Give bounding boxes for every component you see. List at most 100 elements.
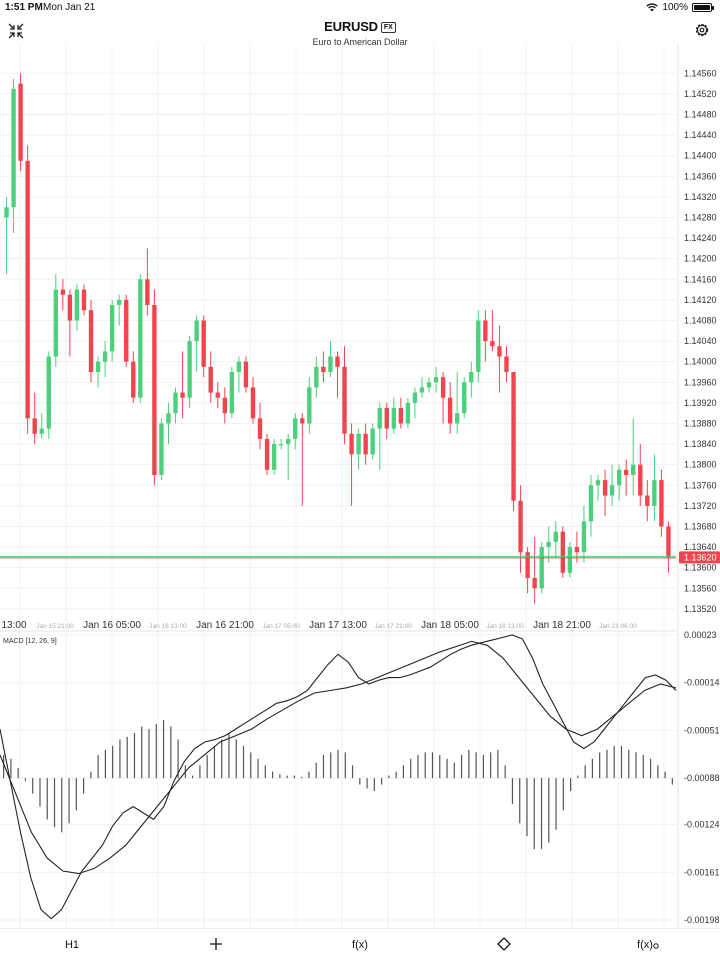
price-tick-label: 1.14200 xyxy=(684,254,717,264)
candle-body xyxy=(574,547,580,553)
candle-body xyxy=(307,387,312,424)
candle-body xyxy=(39,428,44,434)
candle-body xyxy=(490,341,495,347)
candle-body xyxy=(525,552,530,578)
time-label: 13:00 xyxy=(1,620,26,631)
current-price-line: 1.13620 xyxy=(0,551,720,564)
price-tick-label: 1.13960 xyxy=(684,377,717,387)
candlesticks xyxy=(4,73,671,604)
candle-body xyxy=(138,279,143,398)
status-bar: 1:51 PM Mon Jan 21 100% xyxy=(0,0,720,16)
title-block[interactable]: EURUSD FX Euro to American Dollar xyxy=(0,18,720,47)
candle-body xyxy=(145,279,150,306)
time-label: Jan 18 05:00 xyxy=(421,620,479,631)
candle-body xyxy=(419,387,425,393)
candle-body xyxy=(405,402,411,424)
settings-button[interactable] xyxy=(692,20,712,40)
candle-body xyxy=(53,289,58,357)
plus-icon xyxy=(210,937,222,950)
candle-body xyxy=(194,320,199,342)
candle-body xyxy=(102,351,108,362)
status-date: Mon Jan 21 xyxy=(43,2,96,13)
candle-body xyxy=(476,320,481,372)
candle-body xyxy=(483,320,488,342)
price-tick-label: 1.13600 xyxy=(684,563,717,573)
price-tick-label: 1.14400 xyxy=(684,151,717,161)
draw-button[interactable] xyxy=(454,936,554,954)
candle-body xyxy=(645,495,650,506)
macd-line xyxy=(0,634,677,920)
time-label: Jan 16 05:00 xyxy=(83,620,141,631)
time-label-minor: Jan 18 13:00 xyxy=(486,623,524,630)
price-tick-label: 1.13520 xyxy=(684,604,717,614)
current-price-tag xyxy=(679,551,720,564)
candle-body xyxy=(88,310,94,372)
candle-body xyxy=(602,480,608,496)
collapse-button[interactable] xyxy=(6,21,26,41)
candle-body xyxy=(553,531,558,542)
price-tick-label: 1.13800 xyxy=(684,460,717,470)
candle-body xyxy=(278,444,284,446)
chart-area[interactable]: 1.14560 1.14520 1.14480 1.14440 1.14400 1.143… xyxy=(0,44,720,928)
gear-icon xyxy=(695,23,709,37)
price-tick-label: 1.14080 xyxy=(684,315,717,325)
candle-body xyxy=(588,485,594,522)
candle-body xyxy=(666,526,671,558)
candle-body xyxy=(81,289,87,311)
price-tick-label: 1.14240 xyxy=(684,233,717,243)
collapse-icon xyxy=(8,23,24,39)
candle-body xyxy=(229,371,235,414)
price-tick-label: 1.14560 xyxy=(684,68,717,78)
macd-title: MACD [12, 26, 9] xyxy=(3,638,57,645)
price-tick-label: 1.14160 xyxy=(684,274,717,284)
price-tick-label: 1.14320 xyxy=(684,192,717,202)
candle-body xyxy=(264,438,270,470)
candle-body xyxy=(314,366,319,388)
price-grid xyxy=(0,44,676,928)
candle-body xyxy=(243,361,249,388)
candle-body xyxy=(95,361,101,372)
signal-line xyxy=(0,640,677,875)
candle-body xyxy=(208,366,213,393)
candle-body xyxy=(257,418,263,439)
candle-body xyxy=(497,346,502,357)
candle-body xyxy=(546,541,551,548)
candle-body xyxy=(581,521,587,553)
candle-body xyxy=(32,418,37,434)
price-tick-label: 1.14440 xyxy=(684,130,717,140)
add-button[interactable] xyxy=(166,937,266,954)
candle-body xyxy=(236,361,242,372)
candle-body xyxy=(391,408,396,429)
candle-body xyxy=(532,577,537,589)
time-label-minor: Jan 15 21:00 xyxy=(36,623,74,630)
price-tick-label: 1.13880 xyxy=(684,418,717,428)
candle-body xyxy=(46,356,51,429)
candle-body xyxy=(398,408,404,424)
candle-body xyxy=(271,444,277,470)
price-tick-label: 1.14120 xyxy=(684,295,717,305)
macd-tick-label: -0.00161 xyxy=(684,867,720,877)
candle-body xyxy=(328,356,333,372)
indicators-button[interactable]: f(x) xyxy=(352,939,368,951)
timeframe-button[interactable]: H1 xyxy=(64,939,80,951)
candle-body xyxy=(462,382,467,414)
indicator-settings-button[interactable]: f(x) xyxy=(598,939,698,951)
status-indicators: 100% xyxy=(646,2,714,13)
candle-body xyxy=(469,371,474,383)
macd-tick-label: 0.00023 xyxy=(684,630,717,640)
candle-body xyxy=(384,408,389,429)
candle-body xyxy=(187,341,192,398)
candle-body xyxy=(109,305,115,352)
candle-body xyxy=(377,408,382,429)
price-tick-label: 1.14520 xyxy=(684,89,717,99)
candle-body xyxy=(124,299,129,362)
wifi-icon xyxy=(646,3,659,12)
candle-body xyxy=(440,377,446,398)
time-axis: 13:00 Jan 16 05:00 Jan 16 21:00 Jan 17 13:0… xyxy=(1,620,637,631)
status-time: 1:51 PM xyxy=(5,2,43,13)
candle-body xyxy=(293,418,298,439)
candle-body xyxy=(567,547,573,573)
price-tick-label: 1.14360 xyxy=(684,171,717,181)
candle-body xyxy=(511,371,516,501)
candle-body xyxy=(67,294,73,321)
